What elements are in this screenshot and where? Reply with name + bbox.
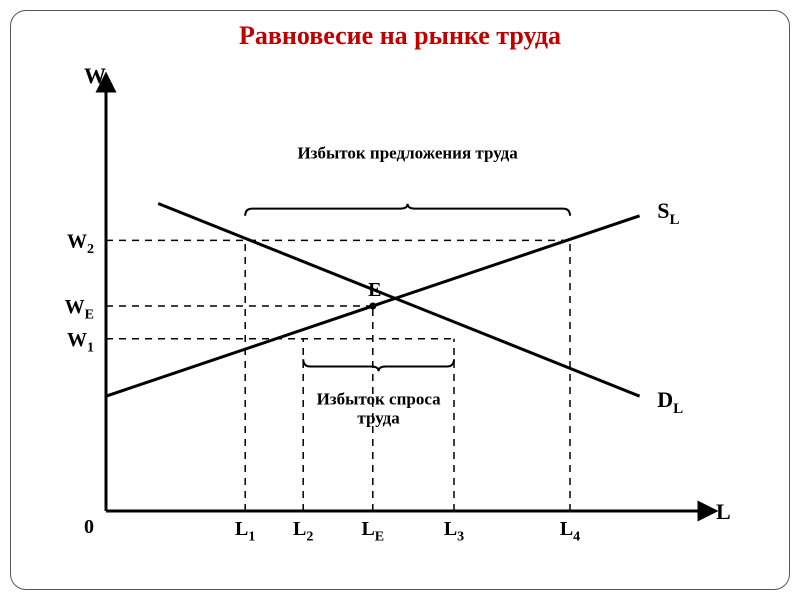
x-tick-label: L4 bbox=[560, 518, 580, 545]
y-tick-label: W1 bbox=[67, 329, 94, 356]
y-tick-label: W2 bbox=[67, 230, 94, 257]
x-tick-label: L2 bbox=[293, 518, 313, 545]
annotation-shortage: труда bbox=[357, 408, 400, 427]
svg-text:DL: DL bbox=[657, 387, 683, 417]
brace bbox=[245, 204, 570, 216]
page-title: Равновесие на рынке труда bbox=[11, 21, 789, 51]
equilibrium-point bbox=[369, 303, 376, 310]
x-axis-label: L bbox=[716, 499, 731, 524]
annotation-shortage: Избыток спроса bbox=[317, 389, 442, 408]
brace bbox=[303, 359, 454, 371]
svg-text:SL: SL bbox=[657, 198, 679, 228]
y-tick-label: WE bbox=[65, 296, 94, 323]
annotation-surplus: Избыток предложения труда bbox=[297, 143, 518, 162]
origin-label: 0 bbox=[84, 516, 94, 538]
x-tick-label: L3 bbox=[444, 518, 464, 545]
equilibrium-label: E bbox=[368, 279, 381, 301]
y-axis-label: W bbox=[84, 63, 106, 88]
x-tick-label: L1 bbox=[235, 518, 255, 545]
x-tick-label: LE bbox=[361, 518, 384, 545]
chart-svg: L W 0 SL DL E W2 WE W1 L1 L2 LE L3 L4 Избыток предложе… bbox=[11, 51, 771, 571]
